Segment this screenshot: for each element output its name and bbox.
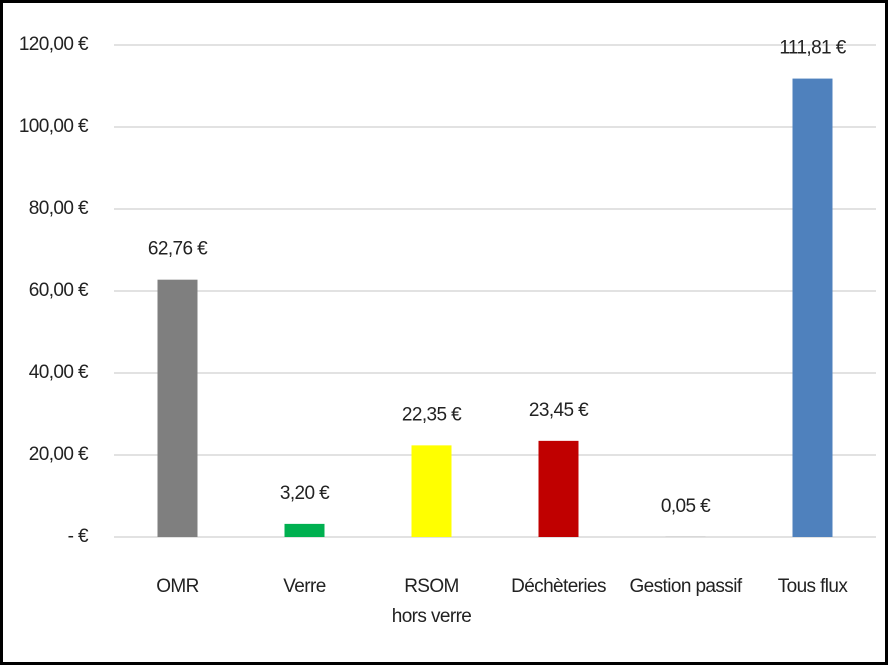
y-tick-label: 100,00 €: [19, 116, 89, 137]
y-tick-label: - €: [68, 526, 89, 547]
y-tick-label: 40,00 €: [29, 362, 89, 383]
bar: [157, 279, 198, 537]
bar: [284, 523, 325, 537]
bar: [792, 78, 833, 537]
value-label: 62,76 €: [148, 239, 208, 260]
x-tick-label: Verre: [283, 576, 326, 597]
x-tick-label: RSOM hors verre: [391, 576, 472, 627]
y-tick-label: 20,00 €: [29, 444, 89, 465]
value-label: 3,20 €: [280, 483, 330, 504]
bar: [411, 445, 452, 537]
y-tick-label: 80,00 €: [29, 198, 89, 219]
x-tick-label: Gestion passif: [629, 576, 743, 597]
y-tick-label: 120,00 €: [19, 34, 89, 55]
bar: [538, 440, 579, 537]
x-tick-label: Tous flux: [777, 576, 848, 597]
y-tick-label: 60,00 €: [29, 280, 89, 301]
value-label: 22,35 €: [402, 404, 462, 425]
x-tick-label: OMR: [156, 576, 199, 597]
value-label: 0,05 €: [661, 496, 711, 517]
x-tick-label: Déchèteries: [511, 576, 606, 597]
value-label: 111,81 €: [779, 38, 846, 59]
value-label: 23,45 €: [529, 400, 589, 421]
